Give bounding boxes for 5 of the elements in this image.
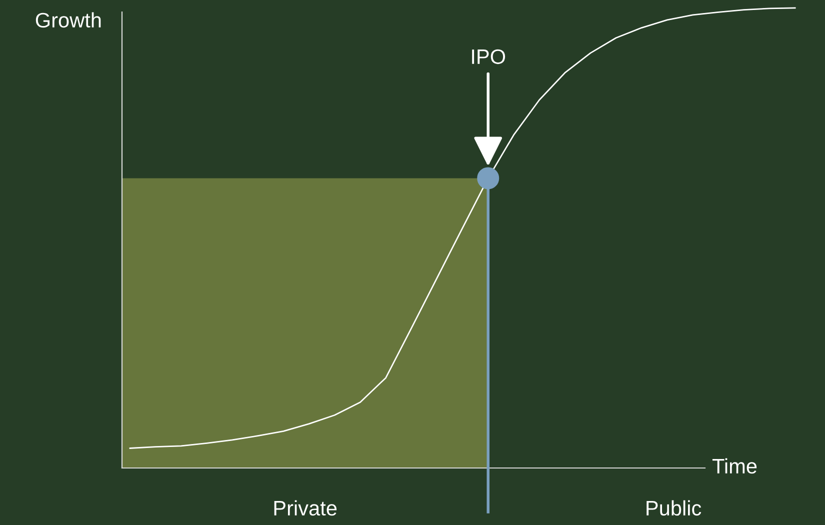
x-axis-title: Time — [712, 458, 757, 474]
annotation: IPO — [472, 49, 506, 64]
y-axis-title: Growth — [36, 12, 101, 28]
text: Private — [274, 500, 337, 516]
text: Public — [646, 500, 702, 516]
